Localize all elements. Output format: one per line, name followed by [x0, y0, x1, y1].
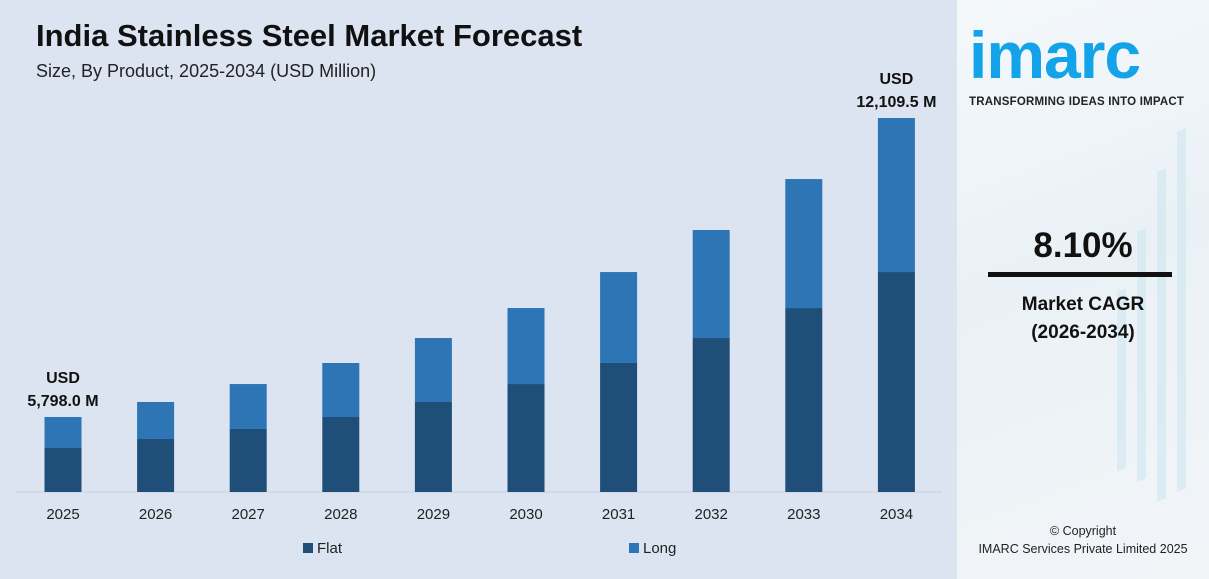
x-tick-label: 2030 — [509, 506, 542, 523]
bar-flat-2029 — [414, 401, 452, 492]
legend-swatch-flat — [303, 543, 313, 553]
bar-long-2033 — [785, 179, 823, 309]
legend-swatch-long — [629, 543, 639, 553]
bar-long-2026 — [137, 401, 175, 439]
bar-chart: 2025 USD 5,798.0 M 2026 2027 2028 2029 2030 2031… — [15, 71, 942, 557]
bar-flat-2030 — [507, 384, 545, 492]
legend-label-flat: Flat — [317, 540, 343, 557]
data-label-value: 5,798.0 M — [27, 393, 98, 410]
bar-long-2031 — [600, 272, 638, 363]
copyright: © Copyright IMARC Services Private Limit… — [957, 522, 1209, 558]
cagr-label: Market CAGR (2026-2034) — [957, 291, 1209, 347]
bar-long-2032 — [692, 230, 730, 339]
bar-flat-2027 — [229, 428, 267, 492]
x-tick-label: 2034 — [880, 506, 913, 523]
bar-flat-2034 — [877, 272, 915, 492]
x-tick-label: 2025 — [46, 506, 79, 523]
bar-long-2027 — [229, 384, 267, 429]
data-label-value: 12,109.5 M — [856, 94, 936, 111]
bar-flat-2028 — [322, 417, 360, 492]
bar-long-2029 — [414, 338, 452, 402]
decor-bar — [1137, 228, 1146, 482]
x-tick-label: 2032 — [695, 506, 728, 523]
logo-tagline: TRANSFORMING IDEAS INTO IMPACT — [969, 96, 1185, 108]
x-tick-label: 2026 — [139, 506, 172, 523]
chart-title: India Stainless Steel Market Forecast — [36, 18, 583, 53]
cagr-period: (2026-2034) — [1031, 322, 1135, 343]
cagr-divider — [988, 272, 1172, 277]
x-tick-label: 2028 — [324, 506, 357, 523]
x-tick-label: 2033 — [787, 506, 820, 523]
chart-panel: India Stainless Steel Market Forecast Si… — [15, 18, 942, 557]
bar-flat-2026 — [137, 438, 175, 492]
copyright-line: © Copyright — [1049, 524, 1117, 538]
cagr-value: 8.10% — [1033, 226, 1133, 265]
x-tick-label: 2027 — [232, 506, 265, 523]
imarc-logo: imarc — [969, 18, 1141, 92]
bar-long-2028 — [322, 362, 360, 418]
copyright-company: IMARC Services Private Limited 2025 — [978, 542, 1188, 556]
bar-flat-2025 — [44, 447, 82, 492]
bar-flat-2032 — [692, 338, 730, 492]
bar-long-2025 — [44, 417, 82, 448]
bar-flat-2031 — [600, 362, 638, 492]
data-label-unit: USD — [880, 71, 914, 88]
side-panel: imarc TRANSFORMING IDEAS INTO IMPACT 8.1… — [957, 0, 1209, 579]
cagr-label-text: Market CAGR — [1021, 294, 1145, 315]
chart-subtitle: Size, By Product, 2025-2034 (USD Million… — [36, 61, 377, 81]
bar-long-2030 — [507, 308, 545, 385]
x-tick-label: 2031 — [602, 506, 635, 523]
bar-long-2034 — [877, 118, 915, 273]
x-tick-label: 2029 — [417, 506, 450, 523]
bar-flat-2033 — [785, 308, 823, 492]
data-label-unit: USD — [46, 370, 80, 387]
legend-label-long: Long — [643, 540, 676, 557]
